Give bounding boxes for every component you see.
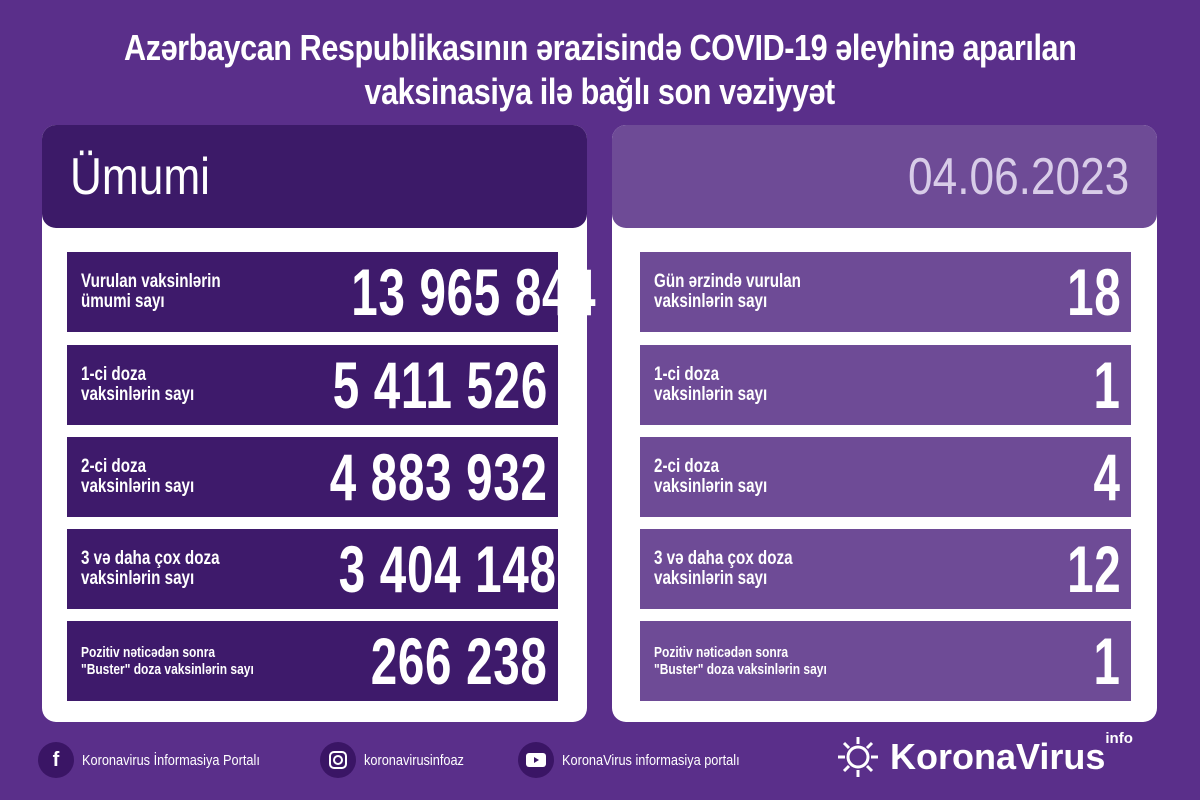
stat-row: 1-ci doza vaksinlərin sayı 1 bbox=[640, 345, 1131, 425]
stat-row: Pozitiv nəticədən sonra "Buster" doza vak… bbox=[640, 621, 1131, 701]
total-panel: Ümumi Vurulan vaksinlərin ümumi sayı 13 96… bbox=[42, 125, 595, 722]
date-header: 04.06.2023 bbox=[612, 125, 1157, 228]
daily-panel: 04.06.2023 Gün ərzində vurulan vaksinləri… bbox=[612, 125, 1157, 722]
facebook-link[interactable]: f Koronavirus İnformasiya Portalı bbox=[38, 738, 291, 782]
stat-row: 1-ci doza vaksinlərin sayı 5 411 526 bbox=[67, 345, 558, 425]
page-title: Azərbaycan Respublikasının ərazisində CO… bbox=[123, 27, 1077, 112]
stat-row: 2-ci doza vaksinlərin sayı 4 bbox=[640, 437, 1131, 517]
youtube-link[interactable]: KoronaVirus informasiya portalı bbox=[518, 738, 771, 782]
koronavirus-logo: KoronaVirusinfo bbox=[836, 730, 1133, 779]
stat-row: Pozitiv nəticədən sonra "Buster" doza vak… bbox=[67, 621, 558, 701]
stat-row: Vurulan vaksinlərin ümumi sayı 13 965 844 bbox=[67, 252, 595, 332]
stat-row: 3 və daha çox doza vaksinlərin sayı 12 bbox=[640, 529, 1131, 609]
sun-virus-icon bbox=[838, 737, 878, 777]
stat-row: Gün ərzində vurulan vaksinlərin sayı 18 bbox=[640, 252, 1131, 332]
stat-row: 3 və daha çox doza vaksinlərin sayı 3 404 … bbox=[67, 529, 558, 609]
facebook-icon: f bbox=[38, 742, 74, 778]
instagram-icon bbox=[320, 742, 356, 778]
instagram-link[interactable]: koronavirusinfoaz bbox=[320, 738, 482, 782]
stat-row: 2-ci doza vaksinlərin sayı 4 883 932 bbox=[67, 437, 558, 517]
youtube-icon bbox=[518, 742, 554, 778]
total-header: Ümumi bbox=[42, 125, 587, 228]
